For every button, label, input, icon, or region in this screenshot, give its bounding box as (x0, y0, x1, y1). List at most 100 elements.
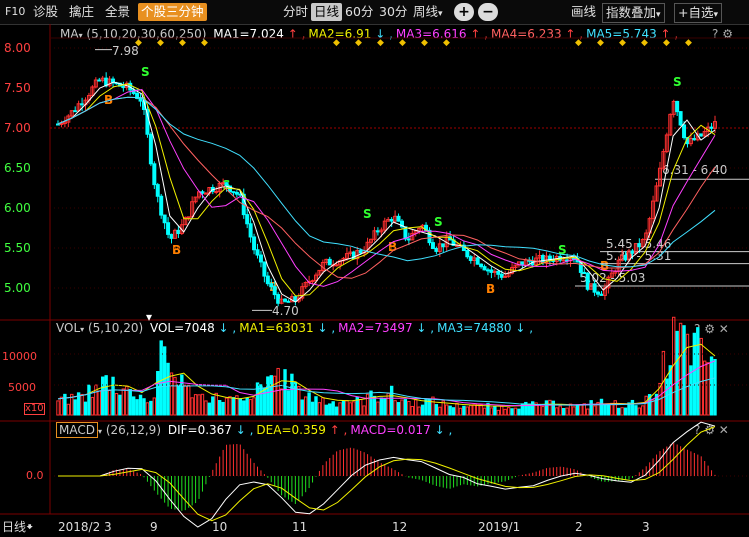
volume-bar (331, 401, 335, 416)
zoom-in-button[interactable]: + (454, 3, 474, 21)
volume-bar (135, 399, 139, 416)
volume-bar (214, 392, 218, 416)
close-icon[interactable]: ✕ (718, 423, 729, 437)
volume-bar (678, 322, 683, 416)
candle-body (172, 229, 177, 239)
diagnose-button[interactable]: 诊股 (33, 4, 59, 19)
macd-legend-name[interactable]: MACD (56, 422, 98, 438)
candle-body (379, 229, 384, 233)
volume-bar (310, 401, 315, 416)
draw-line-button[interactable]: 画线 (571, 4, 597, 19)
volume-bar (228, 396, 232, 416)
candle-body (479, 263, 484, 268)
vol-legend-name[interactable]: VOL (56, 321, 81, 335)
ma-line (57, 81, 716, 303)
volume-bar (231, 397, 236, 416)
period-tab-60min[interactable]: 60分 (345, 4, 374, 19)
candle-body (623, 254, 628, 261)
volume-bar (510, 408, 514, 416)
chart-canvas[interactable]: ◆ ◆ ◆ ◆ ◆ ◆ ◆ ◆ ◆ ◆ ◆ ◆ ◆ ◆ ◆ ◆ (0, 24, 749, 537)
signal-diamond: ◆ (575, 38, 582, 48)
close-icon[interactable]: ✕ (718, 322, 729, 336)
candle-body (300, 286, 305, 299)
candle-body (441, 243, 446, 248)
volume-bar (517, 408, 521, 416)
candle-body (644, 232, 649, 241)
signal-diamond: ◆ (619, 38, 626, 48)
volume-bar (654, 393, 659, 416)
volume-bar (259, 384, 263, 416)
volume-unit-badge: x10 (24, 403, 45, 415)
candle-body (296, 297, 301, 302)
volume-bar (582, 403, 586, 416)
volume-bar (217, 400, 222, 416)
chevron-down-icon[interactable]: ▾ (97, 427, 102, 436)
buy-signal-marker: B (600, 259, 610, 273)
candle-body (169, 233, 174, 239)
volume-bar (63, 393, 67, 416)
help-icon[interactable]: ? (694, 423, 701, 437)
ma-line (57, 96, 716, 279)
candle-body (654, 185, 659, 202)
candle-body (709, 126, 714, 129)
chevron-down-icon[interactable]: ▾ (80, 325, 85, 334)
volume-bar (613, 400, 617, 416)
buy-signal-marker: B (486, 282, 496, 296)
vol-legend-item: VOL=7048 (149, 321, 215, 335)
signal-diamond: ◆ (421, 38, 428, 48)
candle-body (148, 133, 153, 165)
help-icon[interactable]: ? (712, 27, 719, 41)
candle-body (499, 273, 504, 278)
period-tab-intraday[interactable]: 分时 (283, 4, 309, 19)
candle-body (258, 254, 263, 263)
candle-body (138, 97, 143, 102)
macd-legend-items: DIF=0.367 ↓ , DEA=0.359 ↑ , MACD=0.017 ↓ , (165, 423, 452, 437)
volume-bar (224, 397, 229, 416)
volume-bar (341, 400, 346, 416)
candle-body (596, 291, 601, 295)
vol-legend: VOL▾ (5,10,20) VOL=7048 ↓ , MA1=63031 ↓ ,… (56, 321, 533, 337)
candle-body (186, 216, 191, 219)
volume-bar (530, 401, 535, 416)
f10-button[interactable]: F10 (5, 5, 26, 18)
add-watchlist-button[interactable]: +自选▾ (674, 3, 723, 23)
volume-bar (183, 384, 187, 416)
volume-bar (290, 373, 294, 416)
candle-body (713, 121, 717, 129)
gear-icon[interactable]: ⚙ (722, 27, 733, 41)
volume-bar (142, 398, 146, 416)
volume-bar (307, 392, 311, 416)
volume-bar (682, 325, 686, 416)
capture-button[interactable]: 擒庄 (69, 4, 95, 19)
gear-icon[interactable]: ⚙ (704, 322, 715, 336)
volume-bar (665, 378, 669, 416)
main-panel-controls: ? ⚙ (712, 27, 733, 41)
candle-body (606, 276, 611, 289)
period-tab-30min[interactable]: 30分 (379, 4, 408, 19)
gear-icon[interactable]: ⚙ (704, 423, 715, 437)
volume-bar (145, 402, 150, 416)
volume-bar (252, 397, 256, 416)
panorama-button[interactable]: 全景 (105, 4, 131, 19)
candle-body (657, 167, 662, 187)
signal-diamond: ◆ (333, 38, 340, 48)
candle-body (80, 103, 85, 106)
period-tab-daily[interactable]: 日线 (311, 3, 343, 21)
volume-axis-5000: 5000 (8, 381, 36, 394)
volume-bar (410, 405, 414, 416)
volume-bar (414, 399, 418, 416)
volume-bar (262, 387, 267, 416)
period-selector[interactable]: 日线🠻 (2, 520, 33, 534)
chevron-down-icon[interactable]: ▾ (78, 31, 83, 40)
plugin-three-minutes-button[interactable]: 个股三分钟 (138, 3, 207, 21)
candle-body (252, 236, 257, 251)
period-tab-weekly[interactable]: 周线▾ (410, 3, 446, 21)
volume-bar (534, 402, 538, 416)
index-overlay-button[interactable]: 指数叠加▾ (602, 3, 665, 23)
zoom-out-button[interactable]: − (478, 3, 498, 21)
macd-legend-params: (26,12,9) (105, 423, 161, 437)
macd-trend-arrow-icon: ↓ , (430, 423, 453, 437)
date-axis-tick: 12 (392, 520, 408, 534)
candle-body (688, 138, 693, 145)
price-axis-tick: 5.50 (4, 241, 31, 255)
